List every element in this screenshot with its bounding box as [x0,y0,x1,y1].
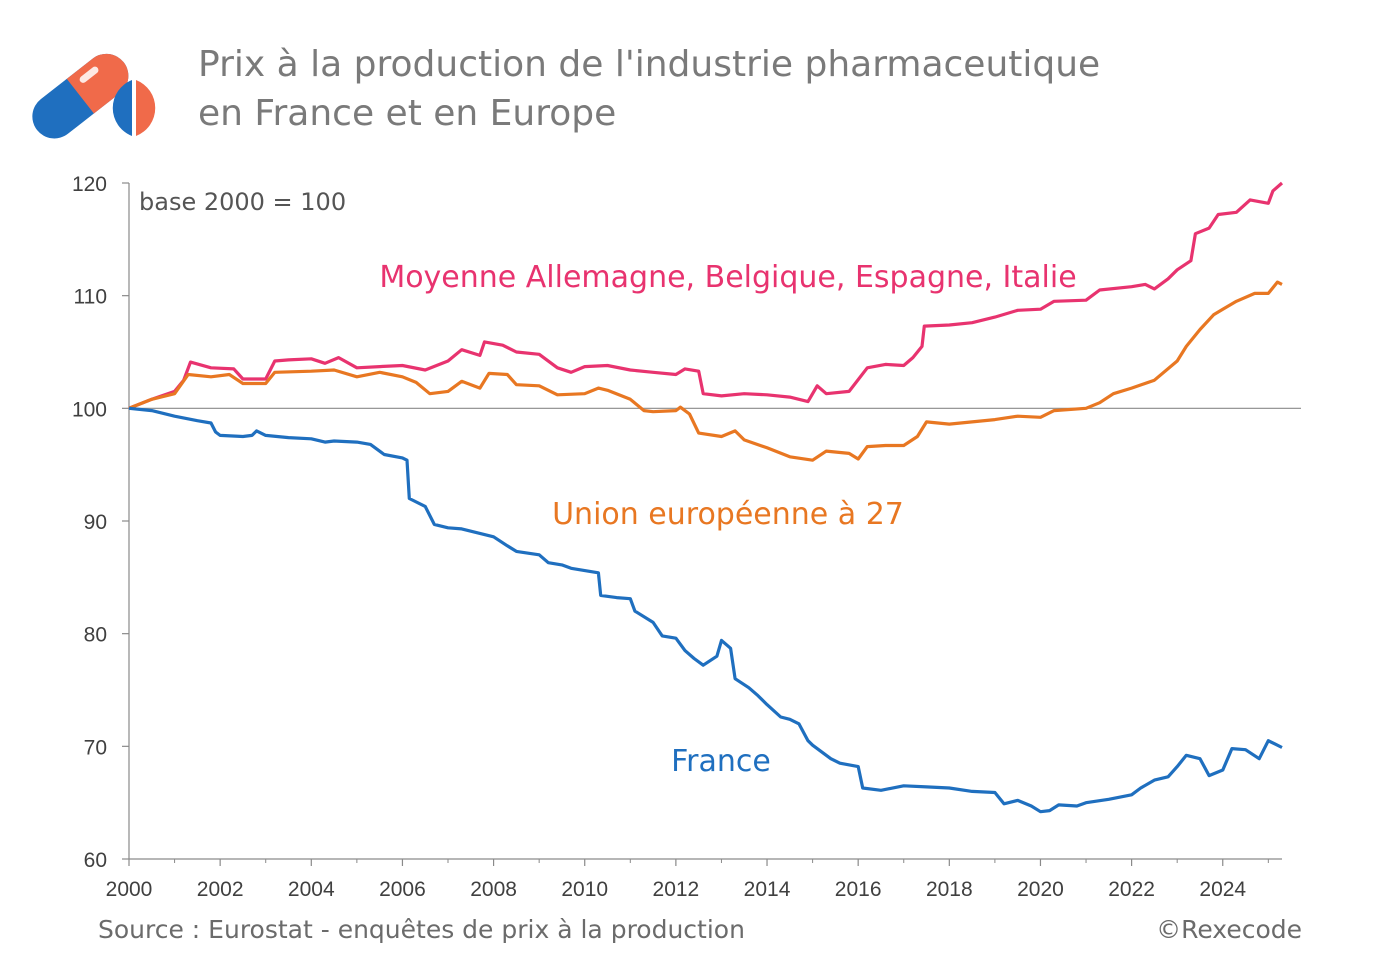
x-tick-label: 2020 [1017,878,1064,901]
series-label-0: Moyenne Allemagne, Belgique, Espagne, It… [379,260,1076,295]
x-tick-label: 2012 [653,878,700,901]
y-tick-label: 60 [84,849,107,872]
x-tick-label: 2018 [926,878,973,901]
copyright-note: ©Rexecode [1156,915,1302,944]
chart-title-line2: en France et en Europe [198,93,617,134]
x-tick-label: 2002 [197,878,244,901]
series-label-2: France [671,744,771,779]
x-tick-label: 2010 [561,878,608,901]
base-note: base 2000 = 100 [139,188,346,216]
x-tick-label: 2004 [288,878,335,901]
y-tick-label: 90 [84,511,107,534]
source-note: Source : Eurostat - enquêtes de prix à l… [98,915,745,944]
series-line-1 [128,280,1283,462]
x-tick-label: 2000 [106,878,153,901]
pill-capsule-icon [32,53,156,139]
chart-title: Prix à la production de l'industrie phar… [198,40,1100,138]
x-tick-label: 2014 [744,878,791,901]
x-tick-label: 2022 [1108,878,1155,901]
x-tick-label: 2016 [835,878,882,901]
series-line-0 [128,181,1284,410]
y-tick-label: 120 [72,173,107,196]
x-tick-label: 2006 [379,878,426,901]
y-tick-label: 110 [74,286,107,309]
y-tick-label: 70 [84,736,107,759]
y-tick-label: 100 [72,398,107,421]
x-tick-label: 2008 [470,878,517,901]
x-tick-label: 2024 [1199,878,1246,901]
y-tick-label: 80 [84,624,107,647]
chart-title-line1: Prix à la production de l'industrie phar… [198,44,1101,85]
series-label-1: Union européenne à 27 [552,497,904,532]
series-line-2 [128,406,1283,814]
